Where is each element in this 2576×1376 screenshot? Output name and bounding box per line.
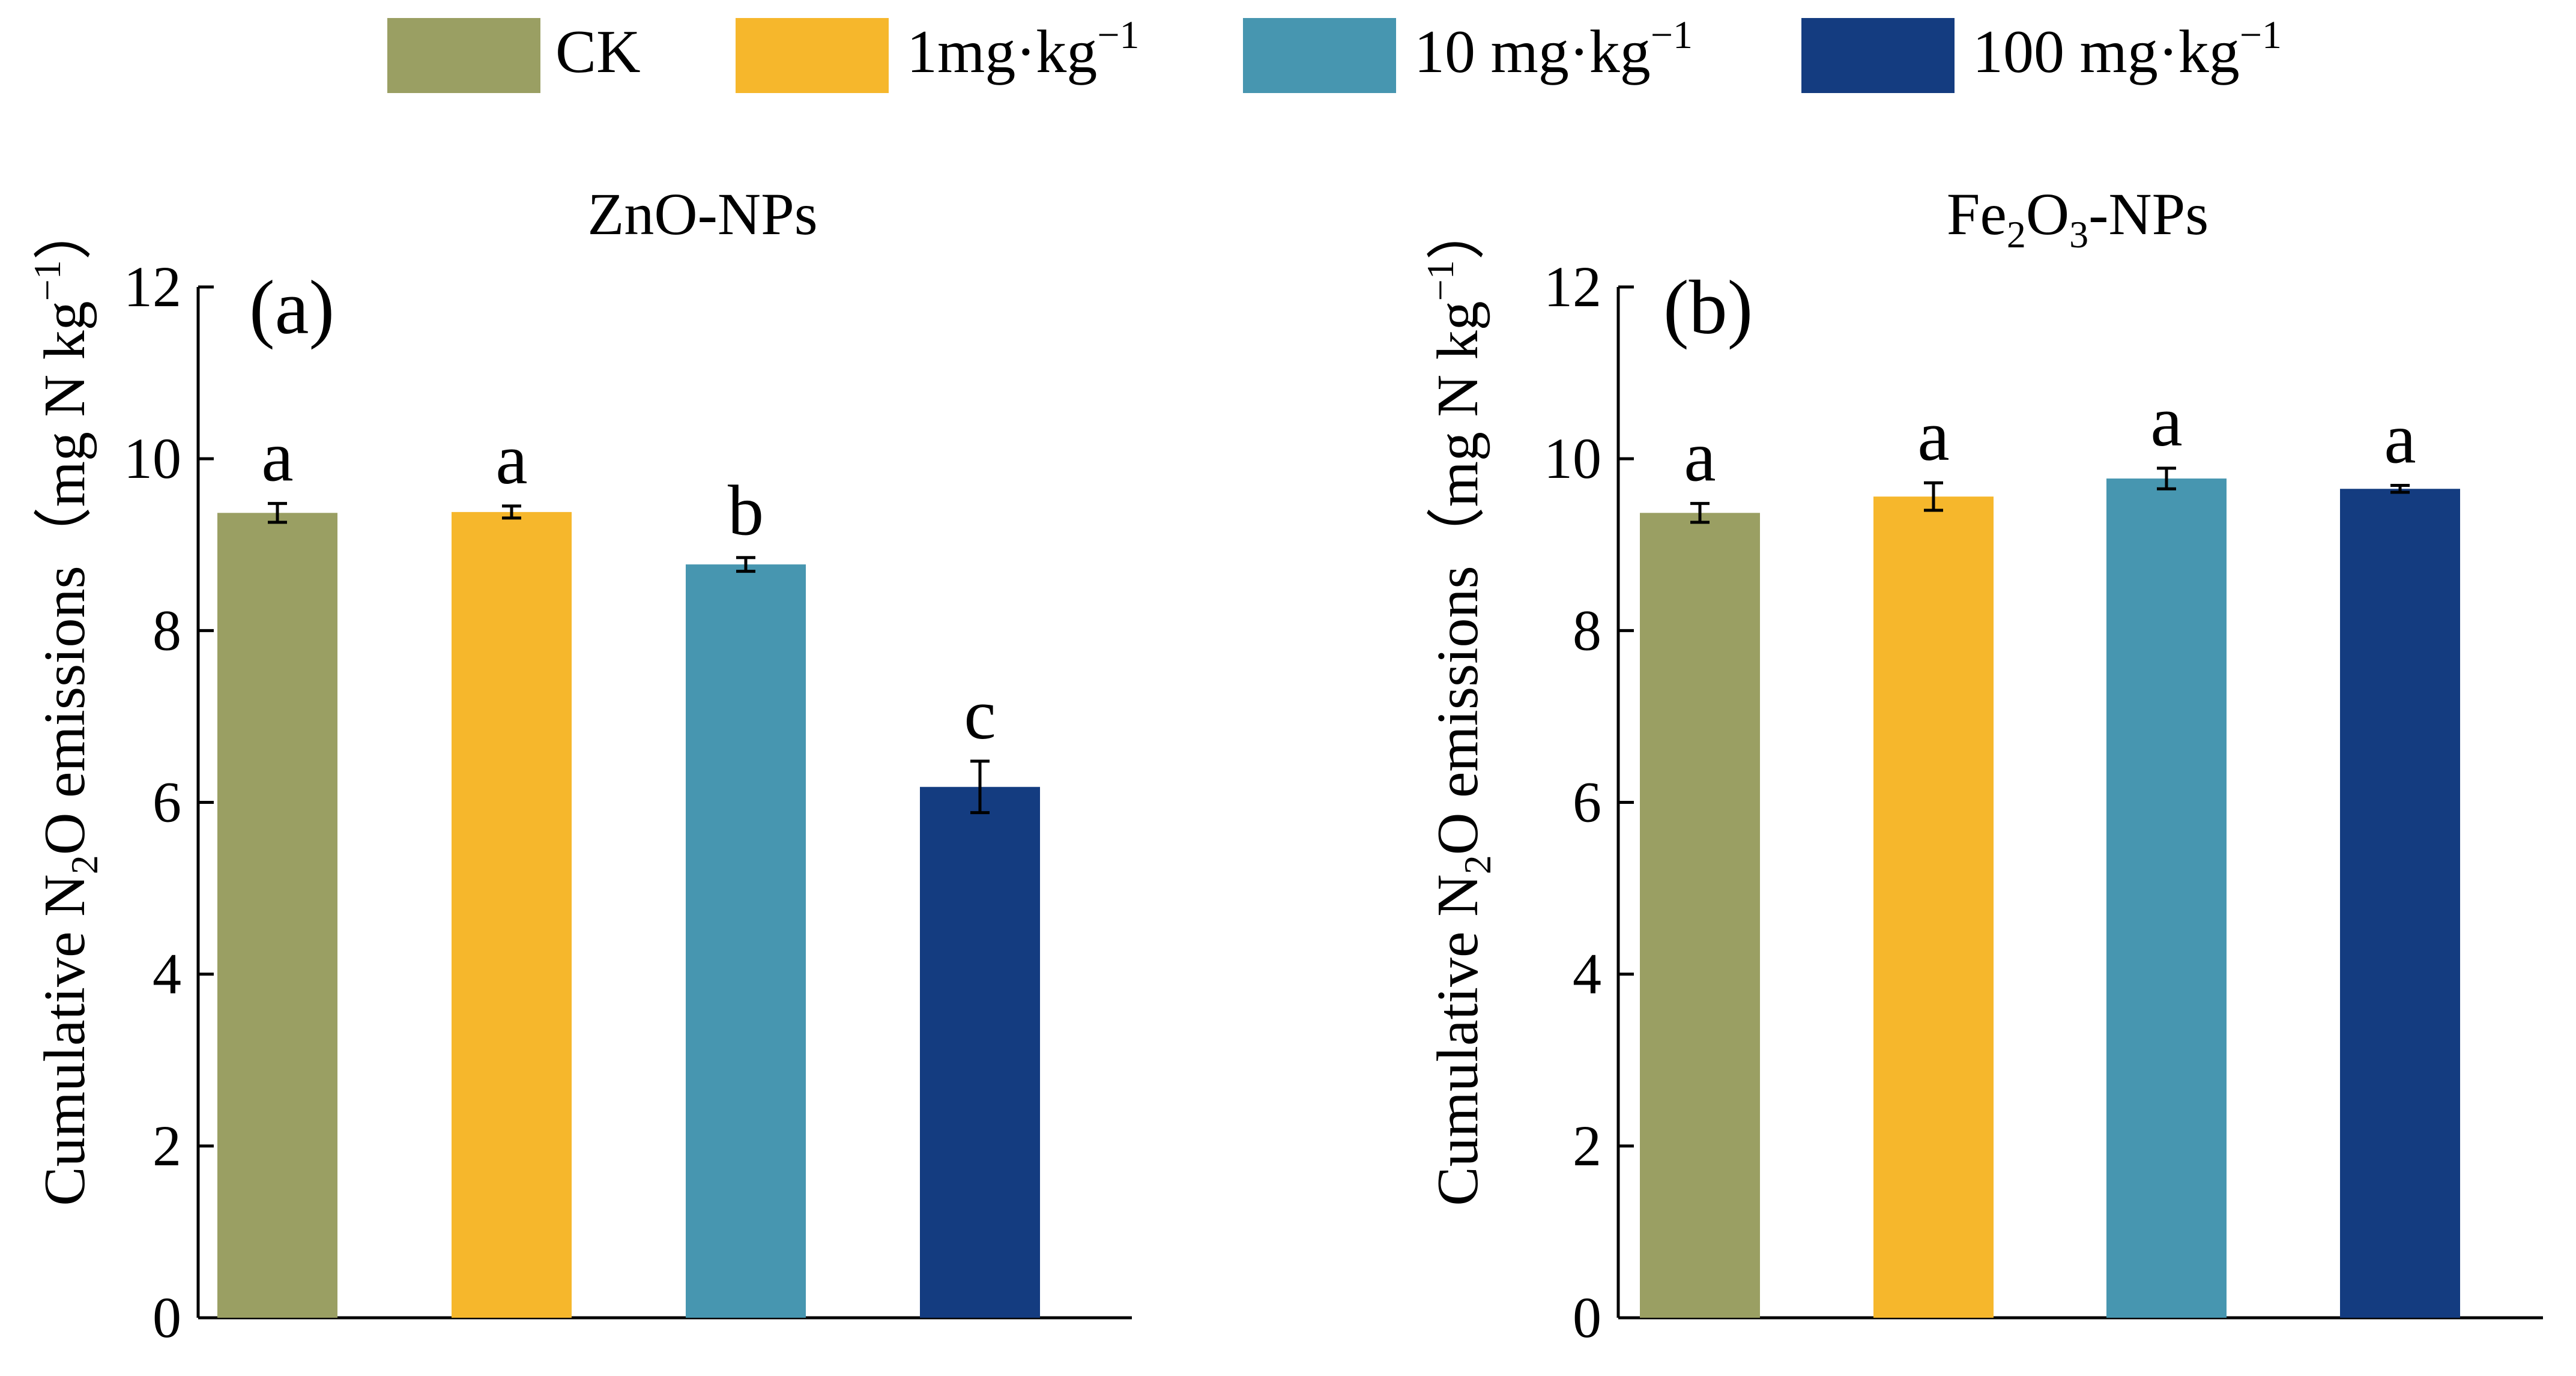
y-tick-label: 12 <box>1544 255 1601 319</box>
y-tick-label: 2 <box>1573 1114 1601 1178</box>
panel-b-ylabel: Cumulative N2O emissions（mg N kg−1） <box>1419 201 1499 1206</box>
bar-ck <box>217 513 337 1318</box>
significance-label-100mg: a <box>2384 399 2416 478</box>
legend-item-100mg: 100 mg·kg−1 <box>1801 13 2282 93</box>
y-tick-label: 10 <box>1544 426 1601 490</box>
panel-a-title: ZnO-NPs <box>587 181 817 247</box>
y-tick-label: 10 <box>124 426 181 490</box>
bar-10mg <box>686 564 806 1318</box>
significance-label-100mg: c <box>964 674 996 754</box>
legend: CK 1mg·kg−1 10 mg·kg−1 100 mg·kg−1 <box>387 13 2282 93</box>
panel-b-title: Fe2O3-NPs <box>1947 181 2209 256</box>
y-tick-label: 4 <box>1573 942 1601 1006</box>
significance-label-ck: a <box>1684 417 1716 496</box>
panel-a: ZnO-NPs (a) Cumulative N2O emissions（mg … <box>26 181 1132 1350</box>
y-tick-label: 8 <box>1573 598 1601 662</box>
legend-label-10mg: 10 mg·kg−1 <box>1414 13 1693 86</box>
legend-swatch-10mg <box>1243 18 1396 93</box>
y-tick-label: 0 <box>1573 1285 1601 1350</box>
bar-1mg <box>452 511 572 1318</box>
y-tick-label: 4 <box>153 942 181 1006</box>
y-tick-label: 6 <box>153 770 181 834</box>
significance-label-ck: a <box>261 417 293 496</box>
legend-item-ck: CK <box>387 18 641 93</box>
y-tick-label: 2 <box>153 1114 181 1178</box>
legend-item-1mg: 1mg·kg−1 <box>736 13 1140 93</box>
panel-a-ylabel: Cumulative N2O emissions（mg N kg−1） <box>26 201 106 1206</box>
legend-swatch-ck <box>387 18 540 93</box>
significance-label-10mg: b <box>728 471 764 551</box>
legend-label-ck: CK <box>555 18 641 86</box>
legend-swatch-100mg <box>1801 18 1955 93</box>
y-tick-label: 0 <box>153 1285 181 1350</box>
panel-b-y-axis: 0 2 4 6 8 10 12 <box>1544 255 2543 1350</box>
panel-b-label: (b) <box>1663 265 1753 350</box>
bar-ck <box>1640 513 1760 1318</box>
significance-label-1mg: a <box>1917 396 1949 475</box>
y-tick-label: 8 <box>153 598 181 662</box>
significance-label-1mg: a <box>495 419 527 499</box>
bar-100mg <box>920 786 1040 1318</box>
y-tick-label: 12 <box>124 255 181 319</box>
legend-label-1mg: 1mg·kg−1 <box>907 13 1140 86</box>
significance-label-10mg: a <box>2150 381 2182 461</box>
y-tick-label: 6 <box>1573 770 1601 834</box>
panel-a-label: (a) <box>249 265 334 350</box>
legend-item-10mg: 10 mg·kg−1 <box>1243 13 1693 93</box>
legend-swatch-1mg <box>736 18 889 93</box>
panel-a-bars: a a b c <box>217 417 1040 1318</box>
bar-100mg <box>2340 489 2460 1318</box>
bar-1mg <box>1873 496 1994 1318</box>
panel-b: Fe2O3-NPs (b) Cumulative N2O emissions（m… <box>1419 181 2543 1350</box>
bar-10mg <box>2106 478 2227 1318</box>
panel-a-y-axis: 0 2 4 6 8 10 12 <box>124 255 1132 1350</box>
legend-label-100mg: 100 mg·kg−1 <box>1973 13 2282 86</box>
